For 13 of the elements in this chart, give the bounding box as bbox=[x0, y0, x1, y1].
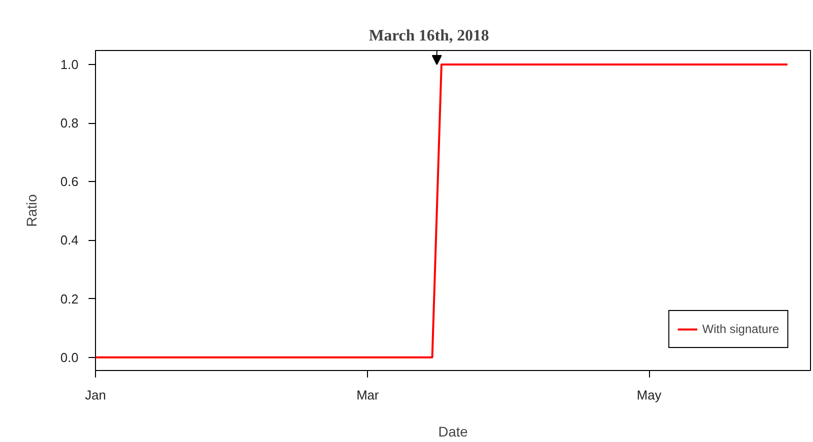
annotation: March 16th, 2018 bbox=[368, 28, 489, 44]
x-axis-title: Date bbox=[438, 424, 468, 440]
y-tick-label: 0.0 bbox=[60, 350, 79, 365]
y-tick-label: 0.6 bbox=[60, 174, 79, 190]
x-tick-label: Jan bbox=[85, 388, 106, 402]
y-axis-title: Ratio bbox=[23, 194, 40, 227]
y-tick-label: 0.4 bbox=[60, 232, 79, 248]
x-tick-label: Mar bbox=[356, 388, 380, 402]
y-tick-label: 0.2 bbox=[60, 291, 79, 306]
x-tick-label: May bbox=[636, 388, 662, 402]
y-tick-label: 1.0 bbox=[60, 57, 79, 72]
y-tick-label: 0.8 bbox=[60, 116, 79, 131]
legend-label: With signature bbox=[702, 322, 779, 336]
